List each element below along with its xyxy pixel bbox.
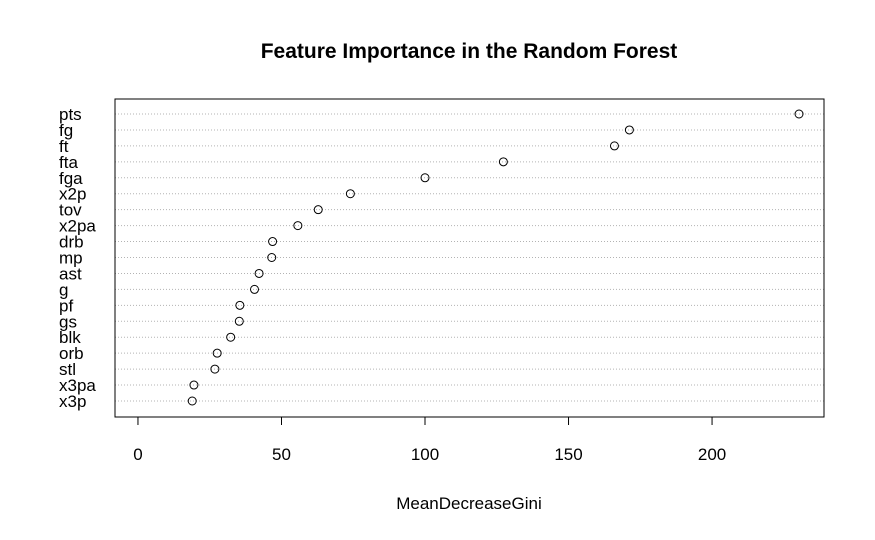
- x-tick-label: 100: [411, 445, 439, 464]
- category-label: gs: [59, 312, 77, 331]
- data-point: [313, 205, 323, 215]
- data-point: [268, 237, 278, 247]
- data-point: [794, 109, 804, 119]
- category-label: pf: [59, 296, 73, 315]
- category-label: mp: [59, 249, 83, 268]
- data-point: [498, 157, 508, 167]
- category-label: stl: [59, 360, 76, 379]
- data-point: [254, 268, 264, 278]
- x-tick-label: 150: [554, 445, 582, 464]
- data-point: [189, 380, 199, 390]
- category-label: ast: [59, 264, 82, 283]
- category-label: orb: [59, 344, 84, 363]
- data-point: [609, 141, 619, 151]
- x-tick-label: 0: [133, 445, 142, 464]
- data-point: [212, 348, 222, 358]
- x-axis: 0 50 100 150 200: [133, 416, 726, 464]
- data-point: [345, 189, 355, 199]
- data-point: [420, 173, 430, 183]
- data-point: [235, 300, 245, 310]
- data-points: [187, 109, 804, 406]
- x-tick-label: 200: [698, 445, 726, 464]
- category-label: tov: [59, 201, 82, 220]
- x-axis-label: MeanDecreaseGini: [396, 494, 542, 513]
- chart-title: Feature Importance in the Random Forest: [261, 40, 678, 63]
- guide-lines: [115, 113, 824, 402]
- category-labels: ptsfgftftafgax2ptovx2padrbmpastgpfgsblko…: [59, 105, 96, 411]
- category-label: fta: [59, 153, 78, 172]
- data-point: [267, 253, 277, 262]
- category-label: x2pa: [59, 217, 96, 236]
- category-label: fg: [59, 121, 73, 140]
- category-label: x3p: [59, 392, 86, 411]
- category-label: x3pa: [59, 376, 96, 395]
- data-point: [234, 316, 244, 326]
- data-point: [187, 396, 197, 406]
- data-point: [624, 125, 634, 135]
- data-point: [210, 364, 220, 374]
- category-label: fga: [59, 169, 83, 188]
- data-point: [226, 332, 236, 342]
- category-label: x2p: [59, 185, 86, 204]
- data-point: [250, 284, 260, 294]
- x-tick-label: 50: [272, 445, 291, 464]
- category-label: drb: [59, 233, 84, 252]
- data-point: [293, 221, 303, 231]
- category-label: g: [59, 280, 68, 299]
- category-label: pts: [59, 105, 82, 124]
- category-label: ft: [59, 137, 69, 156]
- category-label: blk: [59, 328, 81, 347]
